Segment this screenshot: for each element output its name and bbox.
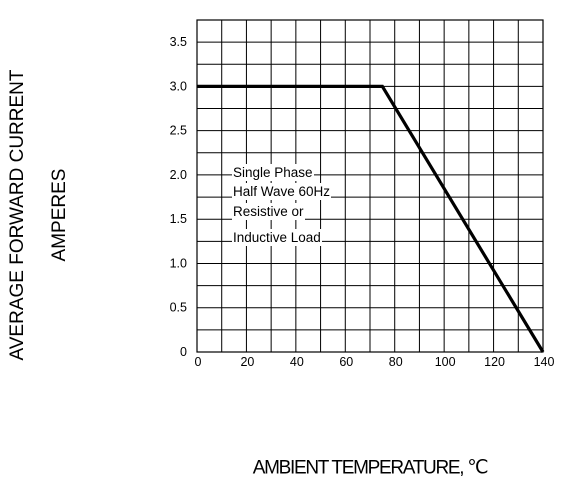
x-tick-label: 140 <box>534 355 555 369</box>
x-axis-label: AMBIENT TEMPERATURE, ℃ <box>252 457 489 479</box>
y-tick-label: 0.5 <box>170 301 187 315</box>
x-tick-label: 20 <box>240 355 254 369</box>
plot-frame <box>196 19 544 353</box>
annotation-line-2: Half Wave 60Hz <box>232 183 332 200</box>
chart-axes <box>196 19 544 353</box>
x-tick-label: 80 <box>389 355 403 369</box>
derating-curve-line <box>197 84 545 353</box>
y-tick-label: 0 <box>180 345 187 359</box>
y-axis-label-line-1: AVERAGE FORWARD CURRENT <box>7 69 28 361</box>
y-tick-label: 2.5 <box>170 124 187 138</box>
annotation-line-4: Inductive Load <box>232 229 322 246</box>
x-tick-label: 120 <box>484 355 505 369</box>
x-tick-label: 100 <box>435 355 456 369</box>
y-tick-label: 1.5 <box>170 212 187 226</box>
x-tick-label: 40 <box>290 355 304 369</box>
x-tick-label: 0 <box>195 355 202 369</box>
annotation-line-1: Single Phase <box>232 164 314 181</box>
chart-tick-labels: 0 0.5 1.0 1.5 2.0 2.5 3.0 3.5 0 20 40 60 80 100 120 140 <box>170 35 555 369</box>
chart-series <box>197 84 545 353</box>
annotation-line-3: Resistive or <box>232 203 305 220</box>
y-axis-label-line-2: AMPERES <box>49 168 70 262</box>
y-tick-label: 1.0 <box>170 256 187 270</box>
y-tick-label: 3.5 <box>170 35 187 49</box>
y-tick-label: 2.0 <box>170 168 187 182</box>
x-tick-label: 60 <box>339 355 353 369</box>
y-tick-label: 3.0 <box>170 79 187 93</box>
